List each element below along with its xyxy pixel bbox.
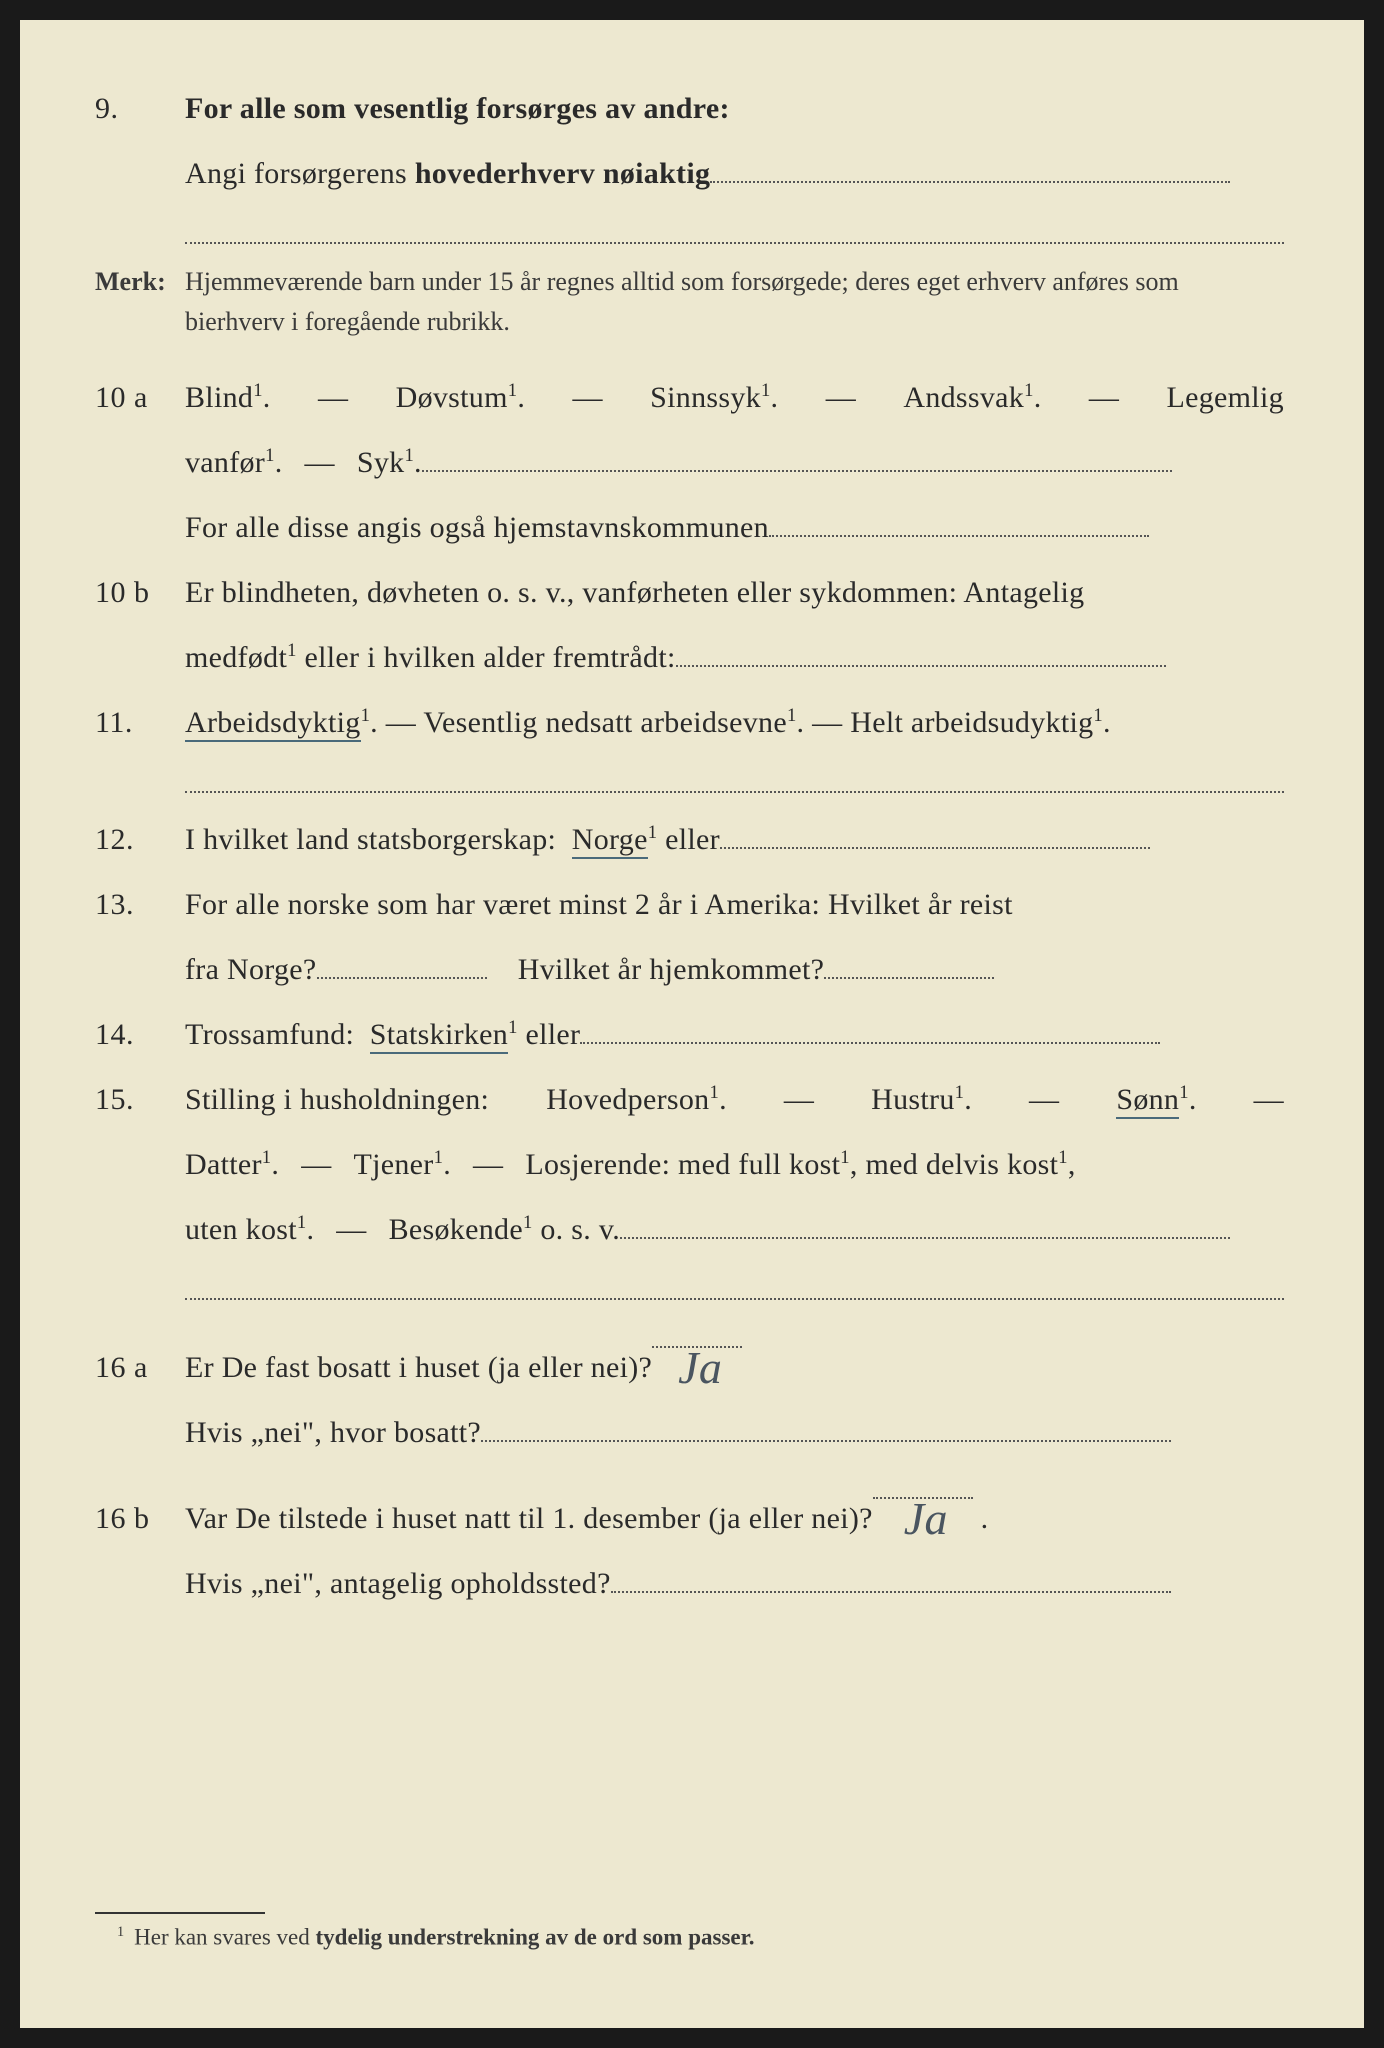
q11-opt-c: Helt arbeidsudyktig (850, 706, 1093, 739)
q14-blank[interactable] (580, 1014, 1160, 1044)
q15-blank[interactable] (620, 1209, 1230, 1239)
q9-line1: 9. For alle som vesentlig forsørges av a… (95, 80, 1284, 137)
q13-fra-norge: fra Norge? (185, 953, 317, 986)
q15-blank-line[interactable] (185, 1272, 1284, 1300)
q12-norge: Norge (572, 823, 648, 859)
note-text: Hjemmeværende barn under 15 år regnes al… (185, 262, 1284, 343)
q11-opt-a: Arbeidsdyktig (185, 706, 361, 742)
q15-osv: o. s. v. (533, 1213, 620, 1246)
q16a-question: Er De fast bosatt i huset (ja eller nei)… (185, 1351, 652, 1384)
q15-delvis: , med delvis kost (850, 1148, 1058, 1181)
q10a-vanfor: vanfør (185, 446, 265, 479)
footnote-text-a: Her kan svares ved (134, 1924, 315, 1949)
q16b-blank[interactable] (611, 1563, 1171, 1593)
footnote-text-b: tydelig understrekning av de ord som pas… (316, 1924, 755, 1949)
q15-sonn: Sønn (1116, 1083, 1179, 1119)
q15-losjerende: Losjerende: med full kost (525, 1148, 840, 1181)
q16a-answer: Ja (678, 1324, 722, 1411)
q12-eller: eller (657, 823, 720, 856)
q10a-line2: vanfør1.—Syk1. (95, 434, 1284, 491)
q14-label: Trossamfund: (185, 1018, 354, 1051)
q13-number: 13. (95, 876, 185, 933)
q13-line1: 13. For alle norske som har været minst … (95, 876, 1284, 933)
q15-hustru: Hustru (871, 1083, 954, 1116)
q10a-number: 10 a (95, 369, 185, 426)
q13-text1: For alle norske som har været minst 2 år… (185, 876, 1284, 933)
footnote: 1 Her kan svares ved tydelig understrekni… (95, 1924, 1284, 1951)
q14-line: 14. Trossamfund: Statskirken1 eller (95, 1006, 1284, 1063)
q15-hovedperson: Hovedperson (546, 1083, 709, 1116)
q9-number: 9. (95, 80, 185, 137)
q14-number: 14. (95, 1006, 185, 1063)
q9-text-a: Angi forsørgerens (185, 157, 415, 190)
q14-statskirken: Statskirken (370, 1018, 508, 1054)
q10b-line1: 10 b Er blindheten, døvheten o. s. v., v… (95, 564, 1284, 621)
q12-blank[interactable] (720, 819, 1150, 849)
q10a-line3: For alle disse angis også hjemstavnskomm… (95, 499, 1284, 556)
q13-blank1[interactable] (317, 949, 487, 979)
q9-heading: For alle som vesentlig forsørges av andr… (185, 80, 1284, 137)
q10a-syk: Syk (357, 446, 405, 479)
q11-opt-b: Vesentlig nedsatt arbeidsevne (423, 706, 787, 739)
q15-line2: Datter1.—Tjener1.—Losjerende: med full k… (95, 1136, 1284, 1193)
q10a-hjemstavn: For alle disse angis også hjemstavnskomm… (185, 511, 769, 544)
q16a-line2: Hvis „nei", hvor bosatt? (95, 1404, 1284, 1461)
q10a-blank[interactable] (422, 442, 1172, 472)
q15-uten-kost: uten kost (185, 1213, 297, 1246)
q11-blank-line[interactable] (185, 765, 1284, 793)
q15-tjener: Tjener (354, 1148, 434, 1181)
q13-line2: fra Norge? Hvilket år hjemkommet? (95, 941, 1284, 998)
q16b-sub: Hvis „nei", antagelig opholdssted? (185, 1567, 611, 1600)
q15-number: 15. (95, 1071, 185, 1128)
q9-blank[interactable] (710, 153, 1230, 183)
q10b-line2: medfødt1 eller i hvilken alder fremtrådt… (95, 629, 1284, 686)
q10b-text1: Er blindheten, døvheten o. s. v., vanfør… (185, 564, 1284, 621)
q12-text: I hvilket land statsborgerskap: (185, 823, 556, 856)
q10a-opt-blind: Blind (185, 381, 253, 414)
q16a-number: 16 a (95, 1339, 185, 1396)
q12-line: 12. I hvilket land statsborgerskap: Norg… (95, 811, 1284, 868)
q10a-opt-dovstum: Døvstum (396, 381, 508, 414)
q16a-line1: 16 a Er De fast bosatt i huset (ja eller… (95, 1318, 1284, 1396)
footnote-marker: 1 (117, 1924, 124, 1940)
q16a-blank[interactable] (481, 1412, 1171, 1442)
q10a-opt-legemlig: Legemlig (1167, 369, 1284, 426)
q15-datter: Datter (185, 1148, 262, 1181)
q12-number: 12. (95, 811, 185, 868)
q16a-answer-blank[interactable]: Ja (652, 1318, 742, 1348)
q15-lead: Stilling i husholdningen: (185, 1071, 489, 1128)
q11-line: 11. Arbeidsdyktig1. — Vesentlig nedsatt … (95, 694, 1284, 751)
q10a-opt-sinnssyk: Sinnssyk (650, 381, 761, 414)
q16a-sub: Hvis „nei", hvor bosatt? (185, 1416, 481, 1449)
note-row: Merk: Hjemmeværende barn under 15 år reg… (95, 262, 1284, 343)
q15-line3: uten kost1.—Besøkende1 o. s. v. (95, 1201, 1284, 1258)
q14-eller: eller (518, 1018, 581, 1051)
q9-blank-line[interactable] (185, 216, 1284, 244)
q13-blank2[interactable] (824, 949, 994, 979)
census-form-page: 9. For alle som vesentlig forsørges av a… (20, 20, 1364, 2028)
q10a-line1: 10 a Blind1. — Døvstum1. — Sinnssyk1. — … (95, 369, 1284, 426)
q13-hjemkommet: Hvilket år hjemkommet? (518, 953, 825, 986)
q16b-answer-blank[interactable]: Ja (873, 1469, 973, 1499)
q15-line1: 15. Stilling i husholdningen: Hovedperso… (95, 1071, 1284, 1128)
q10b-number: 10 b (95, 564, 185, 621)
q10a-opt-andssvak: Andssvak (903, 381, 1024, 414)
q11-number: 11. (95, 694, 185, 751)
q15-besokende: Besøkende (389, 1213, 523, 1246)
q10b-medfodt: medfødt (185, 641, 287, 674)
footnote-rule (95, 1912, 265, 1914)
q16b-question: Var De tilstede i huset natt til 1. dese… (185, 1502, 873, 1535)
q10b-blank[interactable] (676, 637, 1166, 667)
q16b-line1: 16 b Var De tilstede i huset natt til 1.… (95, 1469, 1284, 1547)
q16b-number: 16 b (95, 1490, 185, 1547)
q16b-answer: Ja (904, 1475, 948, 1562)
q10b-text2: eller i hvilken alder fremtrådt: (297, 641, 676, 674)
q10a-blank2[interactable] (769, 507, 1149, 537)
note-label: Merk: (95, 262, 185, 343)
q9-line2: Angi forsørgerens hovederhverv nøiaktig (95, 145, 1284, 202)
q16b-line2: Hvis „nei", antagelig opholdssted? (95, 1555, 1284, 1612)
q9-text-b: hovederhverv nøiaktig (415, 157, 710, 190)
